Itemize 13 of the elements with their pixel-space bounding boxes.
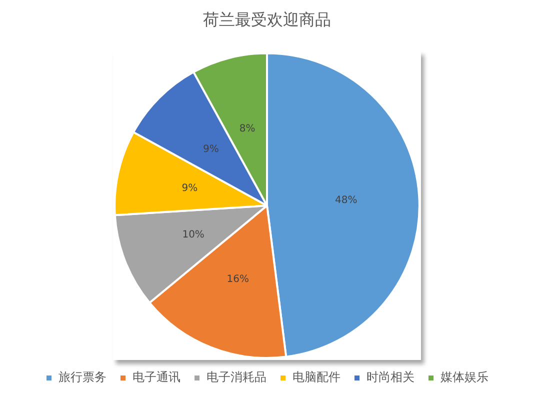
data-label: 9% [203,144,219,156]
legend-label: 电子通讯 [132,370,180,384]
chart-title: 荷兰最受欢迎商品 [203,10,331,29]
legend-label: 媒体娱乐 [440,370,488,384]
legend-label: 电脑配件 [292,370,340,384]
data-label: 10% [182,229,204,240]
data-label: 16% [226,274,249,285]
legend-label: 电子消耗品 [206,370,266,384]
data-label: 48% [334,195,358,206]
data-label: 8% [239,123,256,134]
legend-label: 旅行票务 [58,370,106,384]
data-label: 9% [182,182,198,194]
legend-label: 时尚相关 [366,370,414,384]
